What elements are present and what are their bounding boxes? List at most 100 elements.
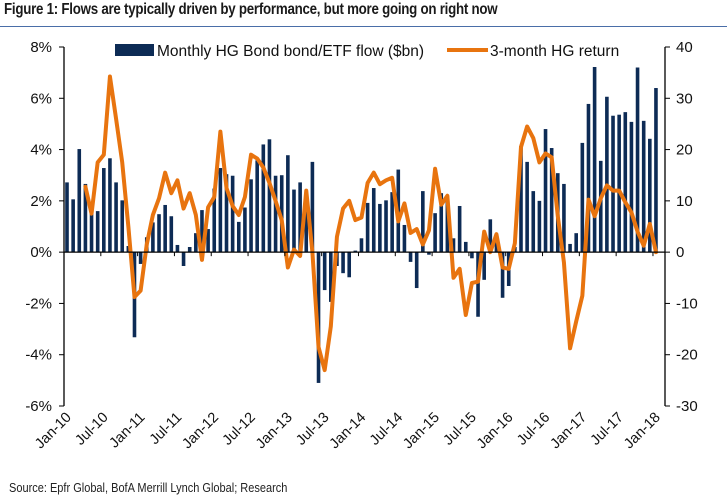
flow-bar [586, 103, 591, 253]
flow-bar [341, 252, 345, 274]
flow-bar [605, 96, 609, 253]
flow-bar [500, 252, 505, 298]
left-tick-label: 2% [30, 193, 52, 210]
left-tick-label: 0% [30, 244, 52, 261]
flow-bar [212, 188, 217, 253]
flow-bar [218, 168, 223, 253]
flow-bar [574, 233, 578, 253]
x-tick-label: Jan-13 [253, 410, 296, 453]
legend-bar-label: Monthly HG Bond bond/ETF flow ($bn) [157, 43, 424, 60]
flow-bar [273, 175, 278, 253]
left-tick-label: -2% [25, 295, 52, 312]
flow-bar [77, 149, 82, 253]
right-tick-label: -20 [676, 347, 698, 364]
flow-bar [384, 200, 388, 253]
flow-bar [371, 188, 376, 253]
flow-bar [322, 252, 327, 291]
right-tick-label: 30 [676, 90, 693, 107]
title-underline [0, 26, 727, 27]
flow-bar [224, 174, 229, 253]
right-tick-label: 20 [676, 142, 693, 159]
right-tick-label: -30 [676, 398, 698, 415]
flow-bar [580, 142, 585, 253]
flow-bar [108, 158, 112, 253]
flow-bar [457, 205, 462, 253]
flow-bar [617, 114, 621, 253]
flow-bar [310, 161, 315, 253]
flow-bar [427, 252, 431, 255]
flow-bar [402, 224, 407, 253]
flow-bar [181, 252, 186, 266]
flow-bar [641, 120, 646, 253]
flow-bar [408, 252, 413, 262]
flow-bar [519, 145, 523, 253]
flow-bar [261, 144, 266, 253]
x-tick-label: Jan-12 [179, 410, 222, 453]
right-tick-label: -10 [676, 295, 698, 312]
flow-bar [138, 252, 143, 264]
flow-bar [187, 247, 192, 253]
flow-bar [175, 244, 180, 253]
flow-bar [347, 252, 352, 278]
flow-bar [562, 183, 566, 253]
flow-bar [329, 252, 333, 302]
flow-bar [120, 200, 125, 253]
line-series-group [83, 74, 658, 373]
flow-bar [482, 252, 486, 280]
right-tick-label: 0 [676, 244, 684, 261]
flow-bar [249, 179, 253, 253]
flow-bar [494, 241, 499, 253]
x-tick-label: Jul-10 [72, 410, 111, 449]
flow-bar [163, 204, 167, 253]
flow-bar [445, 196, 450, 253]
flow-bar [451, 238, 456, 253]
x-tick-label: Jan-18 [621, 410, 664, 453]
flow-bar [169, 216, 174, 253]
flow-bar [102, 168, 106, 253]
x-tick-label: Jan-16 [474, 410, 517, 453]
flow-bar [531, 191, 536, 253]
left-tick-label: -6% [25, 398, 52, 415]
left-tick-label: 4% [30, 142, 52, 159]
flow-bar [635, 67, 640, 253]
flow-bar [71, 199, 75, 253]
left-tick-label: 8% [30, 39, 52, 56]
flow-bar [230, 175, 235, 253]
x-tick-label: Jul-14 [367, 410, 406, 449]
flow-bar [365, 202, 370, 253]
flow-bar [83, 183, 88, 253]
source-note: Source: Epfr Global, BofA Merrill Lynch … [9, 481, 288, 495]
x-tick-label: Jul-13 [293, 410, 332, 449]
figure-title: Figure 1: Flows are typically driven by … [4, 1, 498, 18]
flow-bar [95, 211, 100, 253]
flow-bar [359, 238, 364, 253]
flow-bar [470, 252, 474, 259]
x-tick-label: Jan-15 [400, 410, 443, 453]
x-tick-label: Jul-16 [514, 410, 553, 449]
return-line [83, 74, 658, 373]
flow-bar [157, 214, 161, 253]
x-tick-label: Jan-14 [327, 410, 370, 453]
flow-bar [549, 148, 554, 253]
flow-bar [476, 252, 480, 317]
flow-bar [414, 252, 419, 289]
flow-bar [304, 205, 309, 253]
x-tick-label: Jul-12 [220, 410, 259, 449]
flow-bar [525, 161, 529, 253]
flow-bar [648, 138, 652, 253]
flow-bar [629, 121, 634, 253]
left-tick-label: 6% [30, 90, 52, 107]
x-tick-label: Jul-17 [588, 410, 627, 449]
legend: Monthly HG Bond bond/ETF flow ($bn) 3-mo… [115, 43, 619, 60]
flow-bar [292, 189, 296, 253]
x-tick-label: Jan-17 [547, 410, 590, 453]
flow-bar [598, 160, 603, 253]
flow-bar [236, 221, 241, 253]
x-tick-label: Jan-11 [107, 410, 149, 452]
right-tick-label: 40 [676, 39, 693, 56]
flow-bar [421, 191, 425, 253]
flow-bar [286, 155, 290, 253]
flow-bar [592, 67, 597, 253]
flow-bar [114, 182, 118, 253]
